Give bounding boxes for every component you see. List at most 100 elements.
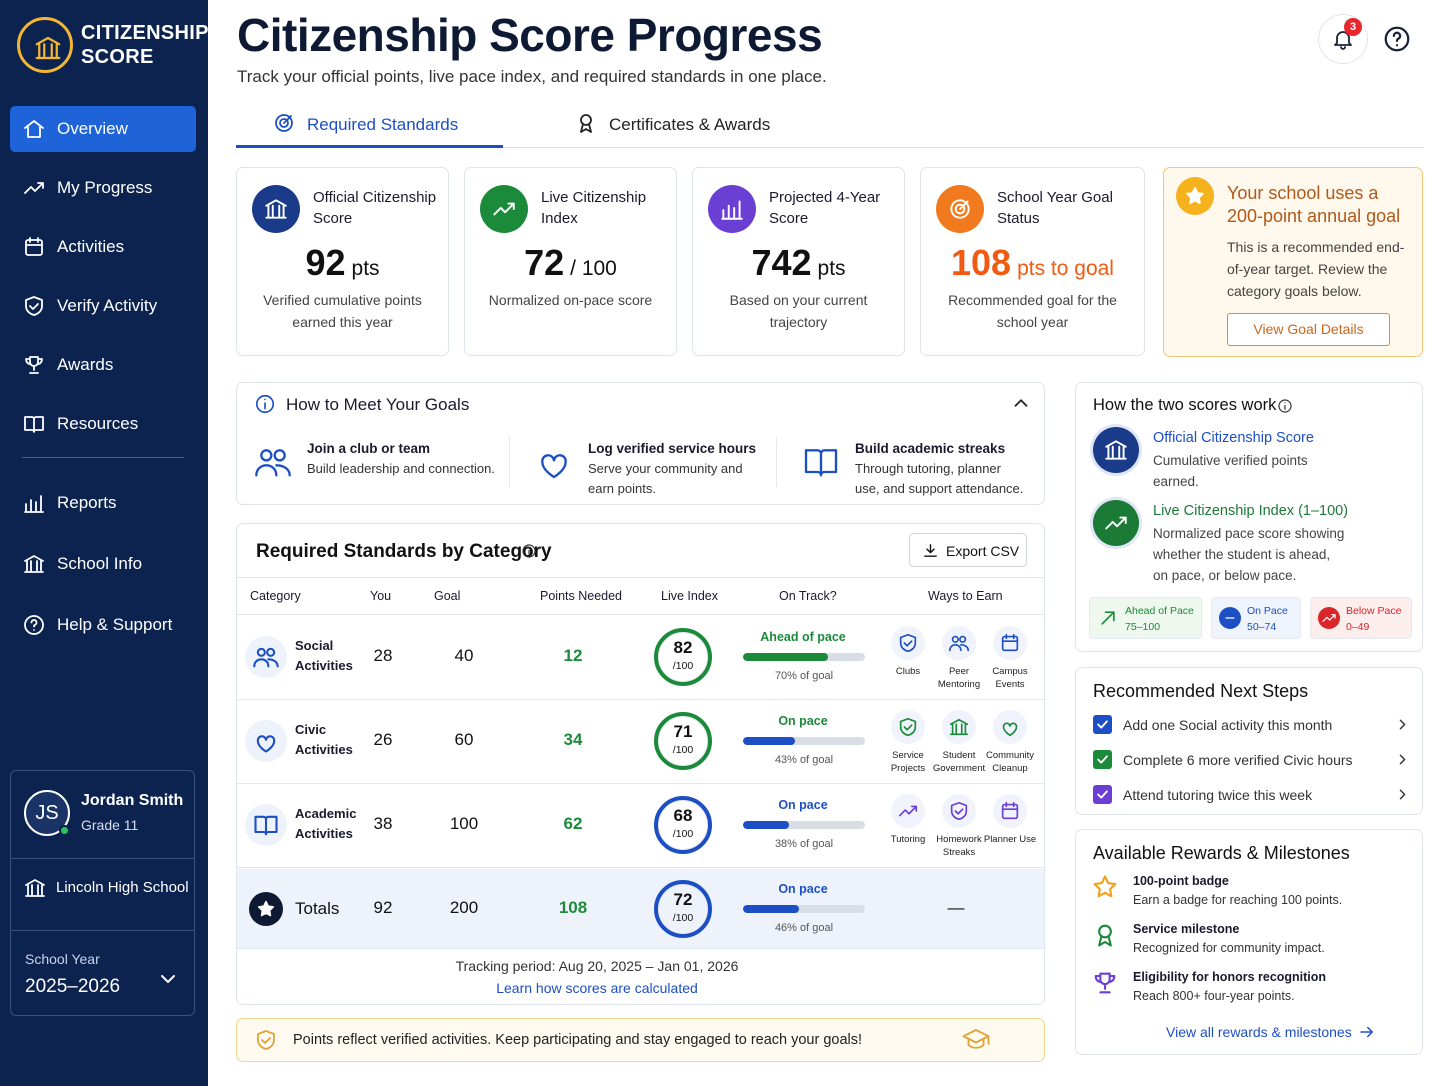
how-to-title: Log verified service hours — [588, 441, 757, 456]
nav-label: Activities — [57, 237, 125, 256]
icon — [950, 801, 968, 821]
page-title: Citizenship Score Progress — [237, 9, 823, 61]
icon — [1399, 789, 1406, 800]
index-ring — [654, 796, 712, 854]
stat-label: Projected 4-Year Score — [769, 189, 881, 227]
icon — [1001, 801, 1019, 820]
divider — [509, 437, 510, 487]
stat-card: School Year Goal Status 108 pts to goal Rec… — [920, 167, 1145, 356]
tab[interactable]: Required Standards — [272, 108, 512, 142]
column-header[interactable]: On Track? — [779, 589, 837, 603]
way-label: Homework Streaks — [936, 834, 982, 858]
icon-part — [30, 619, 38, 631]
next-step[interactable]: Add one Social activity this month — [1076, 714, 1422, 740]
nav-item[interactable]: My Progress — [10, 165, 196, 211]
needed-value: 34 — [563, 730, 583, 749]
icon — [256, 735, 276, 753]
nav-item[interactable]: Verify Activity — [10, 283, 196, 329]
nav-item[interactable]: Resources — [10, 401, 196, 447]
you-value: 28 — [373, 646, 393, 665]
next-step[interactable]: Attend tutoring twice this week — [1076, 784, 1422, 810]
goal-text: This is a recommended end-of-year target… — [1227, 239, 1405, 299]
icon-part — [25, 296, 43, 316]
pace-name: On Pace — [1247, 605, 1288, 617]
icon-part — [256, 647, 266, 657]
nav-item[interactable]: Help & Support — [10, 602, 196, 648]
nav-item[interactable]: School Info — [10, 541, 196, 587]
way-label: Student Government — [932, 750, 986, 774]
progress-track — [743, 737, 865, 745]
way-label: Community Cleanup — [985, 750, 1035, 774]
stat-card: Projected 4-Year Score 742 pts Based on you… — [692, 167, 905, 356]
way-label: Campus Events — [992, 666, 1028, 690]
divider — [11, 930, 194, 931]
notifications-button[interactable]: 3 — [1318, 14, 1368, 64]
rewards-link[interactable]: View all rewards & milestones — [1166, 1023, 1396, 1045]
you-value: 26 — [373, 730, 393, 749]
score-name: Live Citizenship Index (1–100) — [1153, 503, 1349, 519]
index-value: 71 — [673, 722, 693, 741]
icon-part — [1278, 399, 1292, 413]
column-header[interactable]: Live Index — [661, 589, 718, 603]
icon-part — [1399, 754, 1406, 765]
index-value: 82 — [673, 638, 693, 657]
progress-fill — [743, 821, 790, 829]
stat-note: Normalized on-pace score — [488, 292, 653, 308]
year-select[interactable] — [156, 967, 180, 991]
column-header[interactable]: Category — [250, 589, 301, 603]
index-value: 72 — [673, 890, 693, 909]
collapse-button[interactable] — [1010, 392, 1032, 414]
stat-value: 108 — [951, 242, 1012, 283]
nav-item[interactable]: Overview — [10, 106, 196, 152]
reward-title: Eligibility for honors recognition — [1133, 970, 1327, 984]
help-button[interactable] — [1382, 24, 1412, 54]
score-name: Official Citizenship Score — [1153, 430, 1314, 446]
icon-badge — [708, 185, 756, 233]
next-step[interactable]: Complete 6 more verified Civic hours — [1076, 749, 1422, 775]
stat-value-row: 742 pts — [693, 242, 904, 284]
stat-unit: pts — [817, 257, 846, 280]
way-label: Service Projects — [890, 750, 926, 774]
icon-part — [1001, 635, 1019, 652]
icon — [24, 555, 44, 573]
icon-part — [25, 356, 43, 374]
icon — [1093, 875, 1117, 898]
icon — [1359, 1026, 1373, 1038]
icon-part — [899, 633, 917, 653]
icon-badge — [245, 720, 287, 762]
goal-button[interactable]: View Goal Details — [1227, 313, 1390, 346]
column-header[interactable]: Goal — [434, 589, 461, 603]
nav-item[interactable]: Awards — [10, 342, 196, 388]
stat-unit: pts to goal — [1017, 257, 1114, 280]
export-label: Export CSV — [946, 543, 1020, 559]
panel-title: Recommended Next Steps — [1093, 681, 1309, 701]
nav-label: Overview — [57, 119, 128, 138]
icon-part — [1094, 972, 1116, 994]
row-divider — [237, 699, 1044, 700]
way-label: Clubs — [895, 666, 921, 677]
nav-item[interactable]: Reports — [10, 480, 196, 526]
icon-part — [950, 199, 970, 219]
stat-note: Recommended goal for the school year — [948, 292, 1117, 330]
next-step-text: Complete 6 more verified Civic hours — [1123, 752, 1353, 768]
nav-item[interactable]: Activities — [10, 224, 196, 270]
tab[interactable]: Certificates & Awards — [574, 108, 814, 142]
nav-label: Awards — [57, 355, 114, 374]
icon-part — [898, 805, 918, 817]
needed-value: 108 — [558, 898, 588, 917]
column-header[interactable]: Points Needed — [540, 589, 623, 603]
icon-part — [950, 801, 968, 821]
icon — [24, 416, 44, 433]
icon-part — [24, 615, 44, 635]
banner-text: Points reflect verified activities. Keep… — [293, 1032, 863, 1048]
learn-link[interactable]: Learn how scores are calculated — [496, 980, 698, 996]
brand-text: CITIZENSHIP — [81, 22, 209, 44]
column-header[interactable]: You — [370, 589, 392, 603]
icon-part — [25, 239, 43, 256]
index-max: /100 — [672, 660, 694, 672]
export-button[interactable]: Export CSV — [909, 533, 1027, 567]
icon — [1097, 755, 1108, 764]
icon-part — [29, 303, 39, 310]
icon — [25, 237, 43, 256]
next-step-text: Attend tutoring twice this week — [1123, 787, 1313, 803]
